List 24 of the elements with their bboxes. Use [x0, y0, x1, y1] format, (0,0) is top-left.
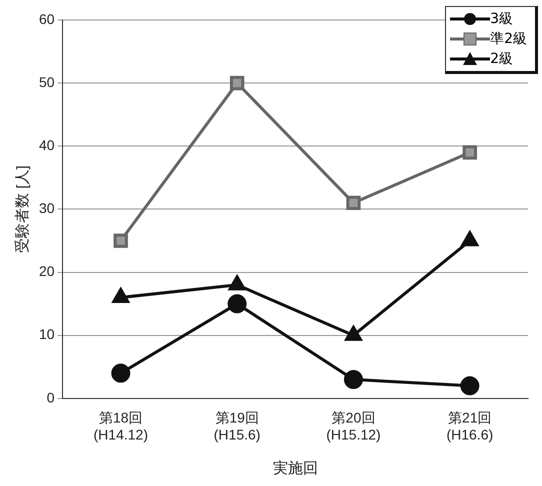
y-tick-label: 0 [46, 389, 55, 406]
y-tick-label: 50 [38, 74, 55, 90]
point [346, 196, 361, 210]
point [111, 364, 130, 383]
legend-label: 3級 [490, 10, 513, 28]
y-tick-label: 10 [38, 326, 55, 342]
point [460, 376, 480, 396]
point [230, 76, 244, 90]
y-tick-label: 40 [38, 136, 55, 153]
legend-label: 準2級 [490, 30, 527, 48]
point [228, 294, 247, 314]
point [462, 145, 477, 160]
x-tick-label: 第18回 (H14.12) [94, 410, 148, 442]
legend-label: 2級 [490, 50, 513, 68]
x-tick-label: 第19回 (H15.6) [214, 410, 260, 442]
y-tick-label: 20 [38, 263, 55, 280]
x-axis-title: 実施回 [272, 460, 318, 478]
point [114, 234, 128, 248]
y-tick-label: 30 [38, 200, 55, 216]
y-axis-title: 受験者数 [人] [14, 165, 32, 253]
x-tick-label: 第21回 (H16.6) [446, 410, 494, 442]
y-tick-label: 60 [38, 10, 55, 27]
point [344, 370, 363, 389]
x-tick-label: 第20回 (H15.12) [326, 410, 381, 442]
